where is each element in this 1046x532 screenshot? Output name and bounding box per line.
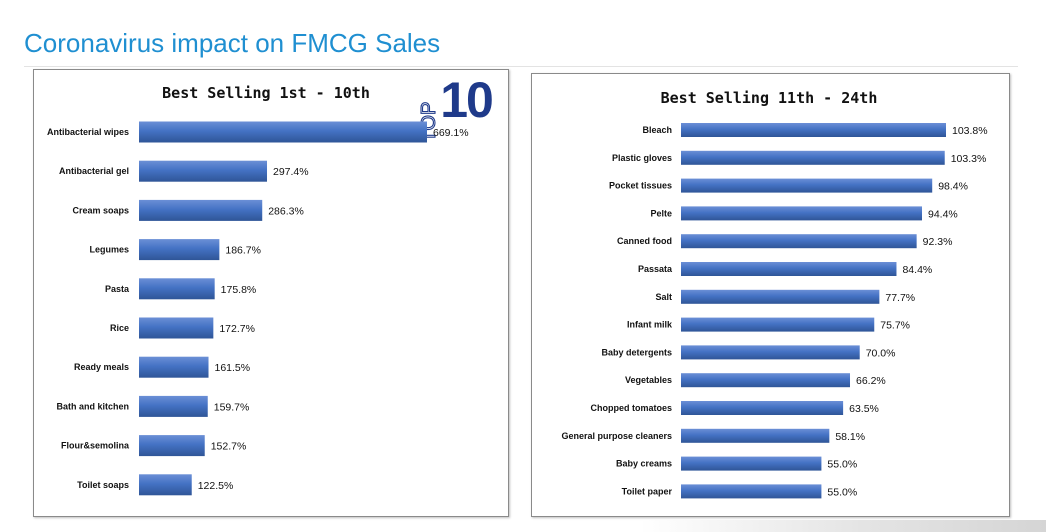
- category-label: Ready meals: [74, 362, 129, 372]
- footer-band: [640, 520, 1046, 532]
- chart-panel-11-24: Best Selling 11th - 24th Bleach 103.8% Pla…: [531, 73, 1010, 517]
- value-label: 161.5%: [215, 362, 251, 374]
- bar: [681, 456, 822, 471]
- category-label: Toilet paper: [622, 486, 673, 496]
- bar: [139, 356, 209, 378]
- category-label: Legumes: [89, 245, 129, 255]
- bar: [681, 428, 830, 443]
- bar: [139, 317, 214, 339]
- page-title: Coronavirus impact on FMCG Sales: [24, 28, 441, 58]
- value-label: 669.1%: [433, 127, 469, 139]
- value-label: 84.4%: [902, 264, 932, 276]
- category-label: Antibacterial gel: [59, 166, 129, 176]
- value-label: 103.8%: [952, 125, 988, 137]
- category-label: Toilet soaps: [77, 480, 129, 490]
- value-label: 159.7%: [214, 401, 250, 413]
- value-label: 58.1%: [835, 431, 865, 443]
- category-label: Canned food: [617, 236, 672, 246]
- bar-chart-11-24: Best Selling 11th - 24th Bleach 103.8% Pla…: [561, 89, 988, 499]
- bar: [139, 278, 215, 300]
- bar: [681, 206, 923, 221]
- category-label: Baby detergents: [601, 347, 672, 357]
- chart-title: Best Selling 11th - 24th: [661, 89, 878, 107]
- bar: [681, 123, 946, 137]
- bar: [139, 435, 205, 457]
- category-label: Pelte: [650, 208, 672, 218]
- category-label: Pocket tissues: [609, 181, 672, 191]
- category-label: Antibacterial wipes: [47, 127, 129, 137]
- bar: [681, 262, 897, 276]
- value-label: 186.7%: [225, 245, 261, 257]
- category-label: Flour&semolina: [61, 441, 130, 451]
- bar: [681, 401, 844, 415]
- value-label: 172.7%: [219, 323, 255, 335]
- value-label: 66.2%: [856, 375, 886, 387]
- category-label: Bleach: [642, 125, 672, 135]
- value-label: 152.7%: [211, 441, 247, 453]
- bar: [681, 234, 917, 249]
- bar-chart-top-10: Best Selling 1st - 10th TOP 10 Antibacte…: [47, 72, 494, 496]
- category-label: Pasta: [105, 284, 130, 294]
- category-label: Rice: [110, 323, 129, 333]
- value-label: 55.0%: [827, 459, 857, 471]
- category-label: Plastic gloves: [612, 153, 672, 163]
- category-label: Bath and kitchen: [56, 401, 129, 411]
- bar: [681, 345, 860, 360]
- bar: [681, 373, 851, 388]
- category-label: Infant milk: [627, 320, 673, 330]
- bar: [139, 160, 268, 182]
- bar: [139, 199, 263, 221]
- value-label: 92.3%: [923, 236, 953, 248]
- category-label: Chopped tomatoes: [590, 403, 672, 413]
- category-label: General purpose cleaners: [561, 431, 672, 441]
- bar: [681, 150, 945, 165]
- bar: [681, 178, 933, 193]
- value-label: 103.3%: [951, 153, 987, 165]
- category-label: Cream soaps: [72, 205, 129, 215]
- bar: [139, 474, 192, 496]
- bar: [139, 239, 220, 261]
- value-label: 98.4%: [938, 181, 968, 193]
- category-label: Baby creams: [616, 459, 672, 469]
- value-label: 94.4%: [928, 208, 958, 220]
- bar: [681, 484, 822, 499]
- value-label: 175.8%: [221, 284, 257, 296]
- chart-title: Best Selling 1st - 10th: [162, 84, 370, 102]
- value-label: 286.3%: [268, 205, 304, 217]
- bar: [139, 121, 427, 143]
- value-label: 75.7%: [880, 320, 910, 332]
- value-label: 77.7%: [885, 292, 915, 304]
- category-label: Passata: [638, 264, 673, 274]
- value-label: 70.0%: [866, 347, 896, 359]
- bar: [681, 289, 880, 304]
- category-label: Vegetables: [625, 375, 672, 385]
- title-divider: [24, 66, 1018, 67]
- bar: [681, 317, 875, 332]
- category-label: Salt: [655, 292, 672, 302]
- value-label: 122.5%: [198, 480, 234, 492]
- bar: [139, 395, 208, 417]
- value-label: 63.5%: [849, 403, 879, 415]
- value-label: 297.4%: [273, 166, 309, 178]
- chart-panel-top-10: Best Selling 1st - 10th TOP 10 Antibacte…: [33, 69, 509, 517]
- top-badge-number: 10: [440, 72, 492, 128]
- value-label: 55.0%: [827, 486, 857, 498]
